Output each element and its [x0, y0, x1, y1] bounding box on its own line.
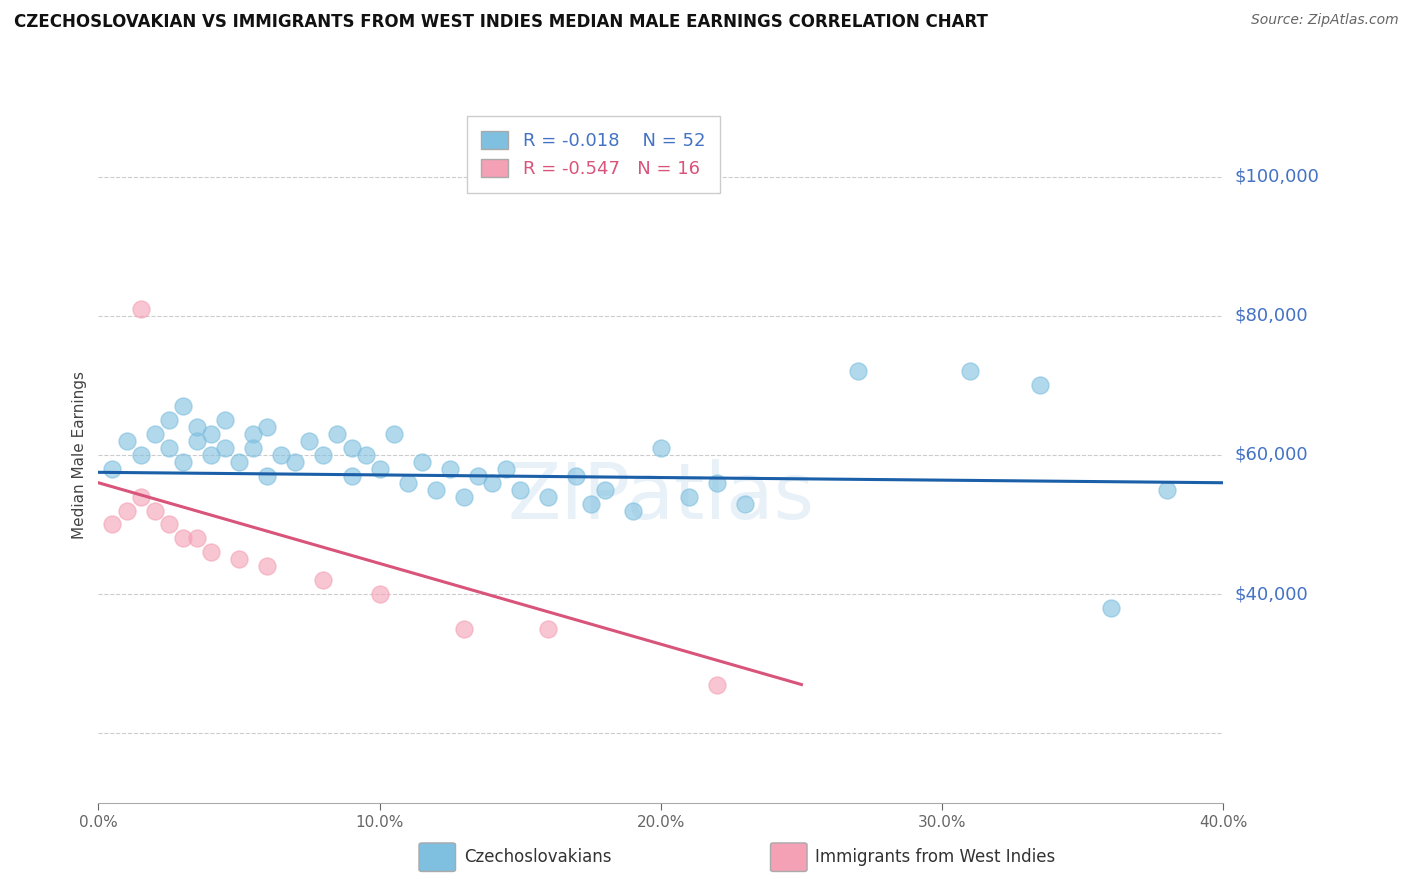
Text: Immigrants from West Indies: Immigrants from West Indies: [815, 848, 1056, 866]
Point: [200, 448, 222, 462]
Point: [846, 364, 869, 378]
Point: [453, 490, 475, 504]
Point: [256, 468, 278, 483]
Y-axis label: Median Male Earnings: Median Male Earnings: [72, 371, 87, 539]
Text: $60,000: $60,000: [1234, 446, 1308, 464]
Point: [312, 573, 335, 587]
Point: [621, 503, 644, 517]
Point: [439, 462, 461, 476]
Point: [172, 455, 194, 469]
Text: $40,000: $40,000: [1234, 585, 1308, 603]
Point: [481, 475, 503, 490]
Point: [368, 462, 391, 476]
Point: [411, 455, 433, 469]
Point: [396, 475, 419, 490]
Point: [298, 434, 321, 448]
Point: [354, 448, 377, 462]
Point: [186, 420, 208, 434]
Point: [382, 427, 405, 442]
Point: [425, 483, 447, 497]
Point: [565, 468, 588, 483]
Point: [200, 427, 222, 442]
Point: [172, 532, 194, 546]
Point: [157, 517, 180, 532]
Point: [228, 552, 250, 566]
Point: [242, 441, 264, 455]
Point: [101, 462, 124, 476]
Point: [101, 517, 124, 532]
Text: CZECHOSLOVAKIAN VS IMMIGRANTS FROM WEST INDIES MEDIAN MALE EARNINGS CORRELATION : CZECHOSLOVAKIAN VS IMMIGRANTS FROM WEST …: [14, 13, 988, 31]
Point: [959, 364, 981, 378]
Text: Czechoslovakians: Czechoslovakians: [464, 848, 612, 866]
Point: [143, 427, 166, 442]
Point: [143, 503, 166, 517]
Point: [537, 490, 560, 504]
Point: [340, 468, 363, 483]
Point: [326, 427, 349, 442]
Text: $80,000: $80,000: [1234, 307, 1308, 325]
Point: [186, 532, 208, 546]
Point: [537, 622, 560, 636]
Point: [706, 677, 728, 691]
Point: [368, 587, 391, 601]
Point: [495, 462, 517, 476]
Point: [312, 448, 335, 462]
Point: [172, 399, 194, 413]
Point: [706, 475, 728, 490]
Text: ZIPatlas: ZIPatlas: [508, 458, 814, 534]
Point: [200, 545, 222, 559]
Point: [650, 441, 672, 455]
Point: [734, 497, 756, 511]
Point: [129, 301, 152, 316]
Point: [129, 448, 152, 462]
Point: [1156, 483, 1178, 497]
Point: [115, 503, 138, 517]
Point: [256, 420, 278, 434]
Point: [242, 427, 264, 442]
Point: [509, 483, 531, 497]
Point: [467, 468, 489, 483]
Point: [228, 455, 250, 469]
Point: [1029, 378, 1052, 392]
Point: [340, 441, 363, 455]
Point: [256, 559, 278, 574]
Point: [157, 413, 180, 427]
Point: [214, 441, 236, 455]
Text: Source: ZipAtlas.com: Source: ZipAtlas.com: [1251, 13, 1399, 28]
Point: [453, 622, 475, 636]
Point: [1099, 601, 1122, 615]
Point: [157, 441, 180, 455]
Point: [214, 413, 236, 427]
Point: [284, 455, 307, 469]
Point: [129, 490, 152, 504]
Point: [579, 497, 602, 511]
Text: $100,000: $100,000: [1234, 168, 1319, 186]
Point: [186, 434, 208, 448]
Point: [115, 434, 138, 448]
Point: [678, 490, 700, 504]
Point: [593, 483, 616, 497]
Point: [270, 448, 292, 462]
Legend: R = -0.018    N = 52, R = -0.547   N = 16: R = -0.018 N = 52, R = -0.547 N = 16: [467, 116, 720, 193]
